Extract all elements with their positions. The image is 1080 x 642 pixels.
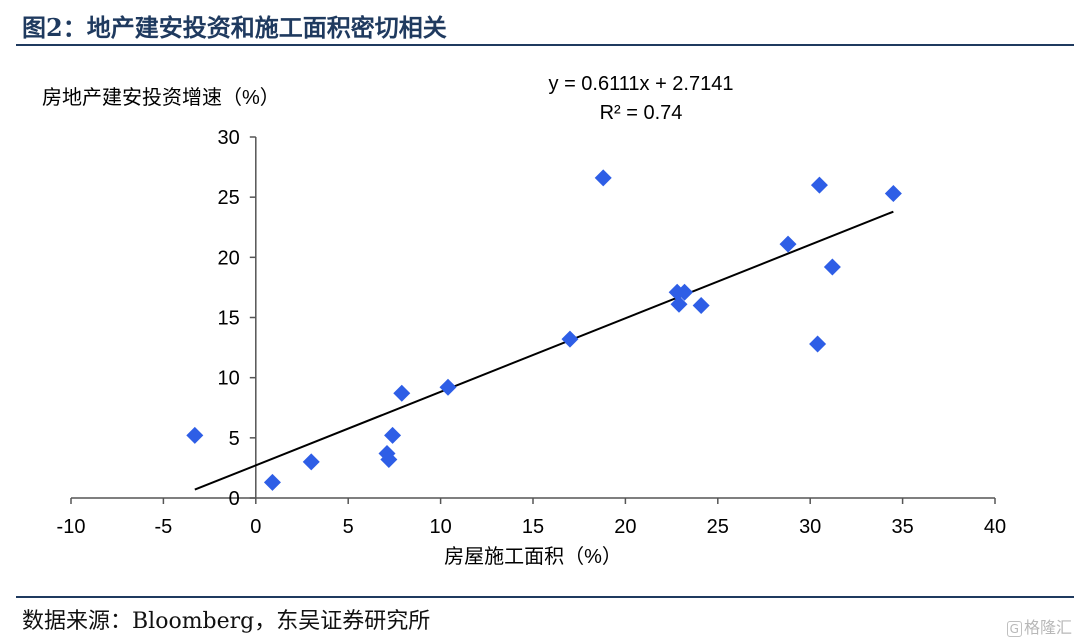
x-tick-label: 10	[429, 516, 451, 538]
x-tick-label: 15	[522, 516, 544, 538]
trendline	[194, 210, 894, 491]
source-note: 数据来源：Bloomberg，东吴证券研究所	[22, 609, 431, 634]
data-point	[439, 378, 457, 396]
scatter-chart: -10 -5 0 5 10 15 20 25 30 35 40 0 5 10 15 20 25 30 房地产建安投…	[42, 73, 1007, 568]
data-point	[186, 426, 204, 444]
y-tick-label: 25	[218, 187, 240, 209]
y-tick-label: 20	[218, 247, 240, 269]
watermark-icon: G	[1006, 621, 1022, 637]
data-point	[384, 426, 402, 444]
data-point	[779, 235, 797, 253]
data-point	[692, 296, 710, 314]
x-tick-label: 25	[707, 516, 729, 538]
data-points	[186, 169, 902, 491]
watermark: G 格隆汇	[1006, 614, 1072, 638]
x-tick-label: 40	[984, 516, 1006, 538]
data-point	[393, 384, 411, 402]
x-tick-label: -5	[155, 516, 173, 538]
data-point	[302, 453, 320, 471]
title-divider	[16, 44, 1074, 46]
y-tick-label: 30	[218, 127, 240, 149]
y-axis-label: 房地产建安投资增速（%）	[42, 86, 280, 109]
data-point	[594, 169, 612, 187]
x-tick-label: 0	[250, 516, 261, 538]
data-point	[823, 258, 841, 276]
y-tick-label: 0	[229, 488, 240, 510]
watermark-text: 格隆汇	[1023, 618, 1072, 637]
trendline-equation: y = 0.6111x + 2.7141	[549, 73, 734, 95]
figure-title: 图2：地产建安投资和施工面积密切相关	[22, 13, 447, 42]
y-tick-label: 15	[218, 308, 240, 330]
x-tick-label: 5	[343, 516, 354, 538]
y-tick-label: 10	[218, 368, 240, 390]
data-point	[561, 330, 579, 348]
x-axis-label: 房屋施工面积（%）	[444, 545, 622, 568]
x-tick-label: 35	[891, 516, 913, 538]
y-tick-label: 5	[229, 428, 240, 450]
chart-axes: -10 -5 0 5 10 15 20 25 30 35 40 0 5 10 15 20 25 30	[57, 127, 1007, 538]
source-divider	[16, 596, 1074, 598]
x-tick-label: 30	[799, 516, 821, 538]
data-point	[263, 473, 281, 491]
data-point	[670, 295, 688, 313]
data-point	[380, 450, 398, 468]
data-point	[676, 283, 694, 301]
x-tick-label: -10	[57, 516, 86, 538]
data-point	[810, 176, 828, 194]
data-point	[809, 335, 827, 353]
data-point	[884, 185, 902, 203]
trendline-group	[194, 210, 894, 491]
r-squared-label: R² = 0.74	[600, 102, 683, 124]
x-tick-label: 20	[614, 516, 636, 538]
